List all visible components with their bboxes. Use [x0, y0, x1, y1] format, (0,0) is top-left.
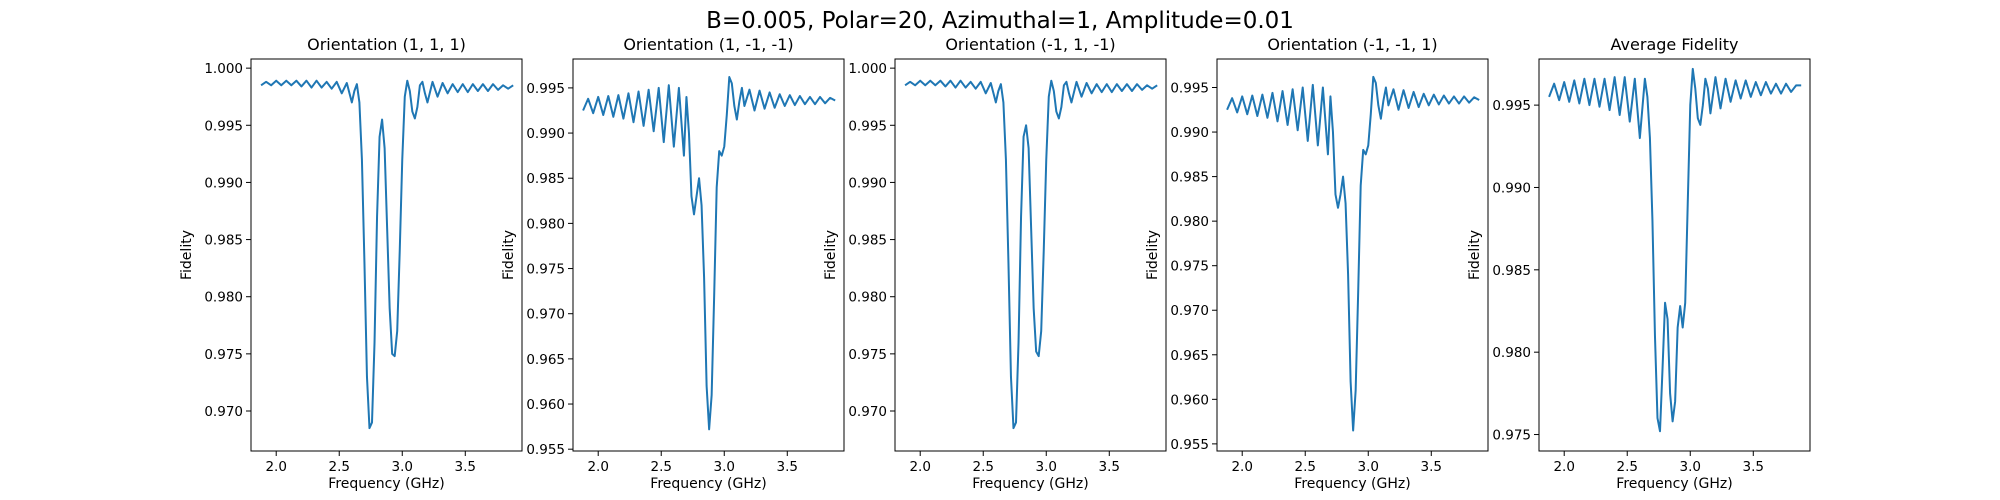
y-tick-label: 0.985	[848, 233, 887, 249]
y-tick-label: 0.975	[526, 262, 565, 278]
fidelity-line	[582, 76, 836, 431]
y-axis-label: Fidelity	[1467, 230, 1483, 280]
y-tick-label: 0.965	[526, 352, 565, 368]
x-tick-label: 3.5	[1421, 459, 1442, 475]
y-tick-label: 0.990	[204, 175, 243, 191]
y-tick-label: 0.995	[204, 118, 243, 134]
y-tick-label: 0.985	[526, 171, 565, 187]
x-tick-label: 3.0	[1680, 459, 1701, 475]
y-tick-label: 0.995	[848, 118, 887, 134]
y-tick-label: 0.955	[526, 442, 565, 458]
y-tick-label: 0.980	[848, 290, 887, 306]
x-tick-label: 2.5	[1294, 459, 1315, 475]
y-tick-label: 0.980	[526, 216, 565, 232]
x-tick-label: 3.0	[1036, 459, 1057, 475]
x-tick-label: 2.5	[1616, 459, 1637, 475]
x-tick-label: 3.5	[777, 459, 798, 475]
y-tick-label: 0.980	[1492, 345, 1531, 361]
x-tick-label: 3.5	[1099, 459, 1120, 475]
x-tick-label: 3.5	[1743, 459, 1764, 475]
y-tick-label: 0.995	[1170, 81, 1209, 97]
fidelity-line	[1226, 75, 1480, 432]
x-tick-label: 2.5	[650, 459, 671, 475]
x-axis-label: Frequency (GHz)	[1294, 476, 1410, 492]
y-tick-label: 0.980	[204, 290, 243, 306]
x-tick-label: 3.5	[455, 459, 476, 475]
x-tick-label: 2.0	[1553, 459, 1574, 475]
y-tick-label: 0.990	[848, 175, 887, 191]
subplot-title: Orientation (-1, -1, 1)	[1267, 35, 1437, 54]
subplot-title: Orientation (1, -1, -1)	[623, 35, 793, 54]
y-tick-label: 0.970	[1170, 303, 1209, 319]
plot-frame	[1538, 58, 1811, 452]
x-axis-label: Frequency (GHz)	[1616, 476, 1732, 492]
x-axis-label: Frequency (GHz)	[328, 476, 444, 492]
y-tick-label: 0.960	[526, 397, 565, 413]
y-tick-label: 0.985	[1492, 263, 1531, 279]
y-axis-label: Fidelity	[1145, 230, 1161, 280]
y-tick-label: 0.975	[1492, 428, 1531, 444]
subplot-group: Orientation (1, 1, 1) 2.0 2.5 3.0 3.5 0.970 0.…	[179, 35, 1811, 492]
y-tick-label: 0.965	[1170, 348, 1209, 364]
plot-frame	[1216, 58, 1489, 452]
subplot-4: Orientation (-1, -1, 1) 2.0 2.5 3.0 3.5 0.955…	[1145, 35, 1489, 492]
subplot-title: Orientation (-1, 1, -1)	[945, 35, 1115, 54]
plot-frame	[572, 58, 845, 452]
y-tick-label: 0.980	[1170, 214, 1209, 230]
x-tick-label: 2.0	[1231, 459, 1252, 475]
y-tick-label: 0.975	[204, 347, 243, 363]
y-tick-label: 1.000	[848, 61, 887, 77]
subplot-5: Average Fidelity 2.0 2.5 3.0 3.5 0.975 0.980 0.…	[1467, 35, 1811, 492]
y-tick-label: 0.970	[526, 307, 565, 323]
x-tick-label: 2.0	[265, 459, 286, 475]
y-tick-label: 0.995	[526, 81, 565, 97]
plot-frame	[250, 58, 523, 452]
fidelity-line	[260, 79, 514, 430]
y-tick-label: 0.970	[848, 404, 887, 420]
subplot-title: Orientation (1, 1, 1)	[307, 35, 466, 54]
y-tick-label: 1.000	[204, 61, 243, 77]
x-tick-label: 2.5	[972, 459, 993, 475]
x-tick-label: 2.5	[328, 459, 349, 475]
y-tick-label: 0.975	[848, 347, 887, 363]
y-axis-label: Fidelity	[823, 230, 839, 280]
y-tick-label: 0.990	[1492, 180, 1531, 196]
x-tick-label: 2.0	[587, 459, 608, 475]
x-axis-label: Frequency (GHz)	[972, 476, 1088, 492]
x-tick-label: 3.0	[714, 459, 735, 475]
figure-title: B=0.005, Polar=20, Azimuthal=1, Amplitud…	[706, 8, 1294, 34]
x-tick-label: 2.0	[909, 459, 930, 475]
fidelity-line	[1548, 67, 1802, 433]
plot-frame	[894, 58, 1167, 452]
y-tick-label: 0.995	[1492, 98, 1531, 114]
subplot-2: Orientation (1, -1, -1) 2.0 2.5 3.0 3.5 0.955…	[501, 35, 845, 492]
y-axis-label: Fidelity	[501, 230, 517, 280]
subplot-title: Average Fidelity	[1611, 35, 1739, 54]
y-tick-label: 0.960	[1170, 392, 1209, 408]
y-tick-label: 0.990	[1170, 125, 1209, 141]
y-axis-label: Fidelity	[179, 230, 195, 280]
y-tick-label: 0.985	[204, 233, 243, 249]
y-tick-label: 0.955	[1170, 437, 1209, 453]
y-tick-label: 0.970	[204, 404, 243, 420]
x-axis-label: Frequency (GHz)	[650, 476, 766, 492]
y-tick-label: 0.990	[526, 126, 565, 142]
y-tick-label: 0.985	[1170, 170, 1209, 186]
subplot-3: Orientation (-1, 1, -1) 2.0 2.5 3.0 3.5 0.970…	[823, 35, 1167, 492]
y-tick-label: 0.975	[1170, 259, 1209, 275]
fidelity-line	[904, 79, 1158, 430]
x-tick-label: 3.0	[392, 459, 413, 475]
x-tick-label: 3.0	[1358, 459, 1379, 475]
subplot-1: Orientation (1, 1, 1) 2.0 2.5 3.0 3.5 0.970 0.…	[179, 35, 523, 492]
